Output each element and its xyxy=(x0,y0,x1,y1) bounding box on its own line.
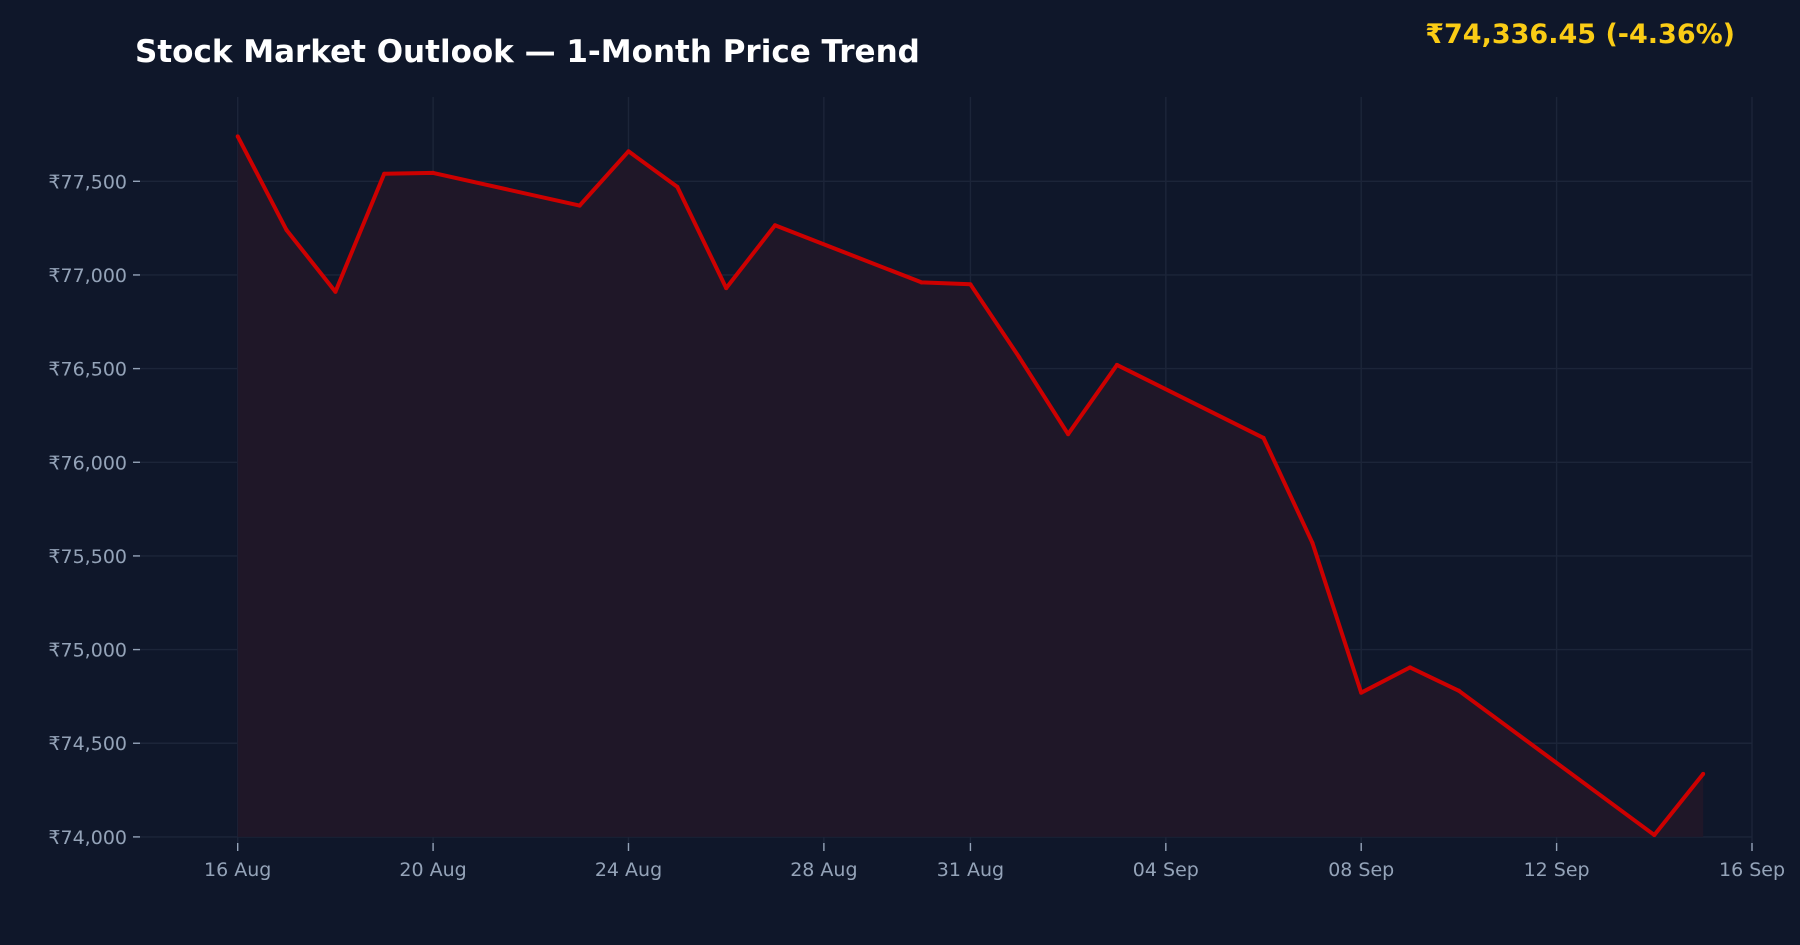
x-tick-label: 16 Aug xyxy=(204,859,271,881)
x-tick-label: 28 Aug xyxy=(790,859,857,881)
series-line xyxy=(235,135,1705,837)
data-points xyxy=(235,134,1706,838)
y-tick-label: ₹76,500 xyxy=(48,359,127,381)
y-tick-label: ₹74,000 xyxy=(48,827,127,849)
data-point xyxy=(724,286,729,291)
x-tick-label: 08 Sep xyxy=(1328,859,1394,881)
data-point xyxy=(1701,771,1706,776)
data-point xyxy=(919,280,924,285)
data-point xyxy=(431,170,436,175)
data-point xyxy=(1652,833,1657,838)
data-point xyxy=(235,134,240,139)
data-point xyxy=(968,282,973,287)
data-point xyxy=(1114,362,1119,367)
data-point xyxy=(1456,688,1461,693)
x-tick-label: 24 Aug xyxy=(595,859,662,881)
y-axis-tick-labels: ₹74,000 ₹74,500 ₹75,000 ₹75,500 ₹76,000 ₹76,5… xyxy=(48,171,127,849)
data-point xyxy=(577,203,582,208)
x-tick-marks xyxy=(236,843,1753,851)
data-point xyxy=(773,223,778,228)
x-tick-label: 16 Sep xyxy=(1719,859,1785,881)
data-point xyxy=(1066,432,1071,437)
data-point xyxy=(333,289,338,294)
data-point xyxy=(1261,435,1266,440)
data-point xyxy=(1359,690,1364,695)
y-tick-label: ₹77,000 xyxy=(48,265,127,287)
data-point xyxy=(284,227,289,232)
y-tick-label: ₹75,500 xyxy=(48,546,127,568)
data-point xyxy=(1408,665,1413,670)
y-tick-label: ₹75,000 xyxy=(48,640,127,662)
data-point xyxy=(1310,540,1315,545)
y-tick-label: ₹76,000 xyxy=(48,452,127,474)
x-tick-label: 20 Aug xyxy=(399,859,466,881)
x-tick-label: 31 Aug xyxy=(937,859,1004,881)
y-tick-marks xyxy=(133,180,140,838)
x-tick-label: 04 Sep xyxy=(1133,859,1199,881)
area-fill xyxy=(237,136,1704,837)
data-point xyxy=(675,184,680,189)
y-tick-label: ₹74,500 xyxy=(48,733,127,755)
data-point xyxy=(1017,355,1022,360)
y-tick-label: ₹77,500 xyxy=(48,171,127,193)
data-point xyxy=(382,171,387,176)
x-axis-tick-labels: 16 Aug 20 Aug 24 Aug 28 Aug 31 Aug 04 Sep 08 S… xyxy=(204,859,1785,881)
chart-title: Stock Market Outlook — 1-Month Price Tre… xyxy=(135,34,920,70)
price-readout: ₹74,336.45 (-4.36%) xyxy=(1425,19,1735,50)
x-tick-label: 12 Sep xyxy=(1524,859,1590,881)
data-point xyxy=(626,149,631,154)
